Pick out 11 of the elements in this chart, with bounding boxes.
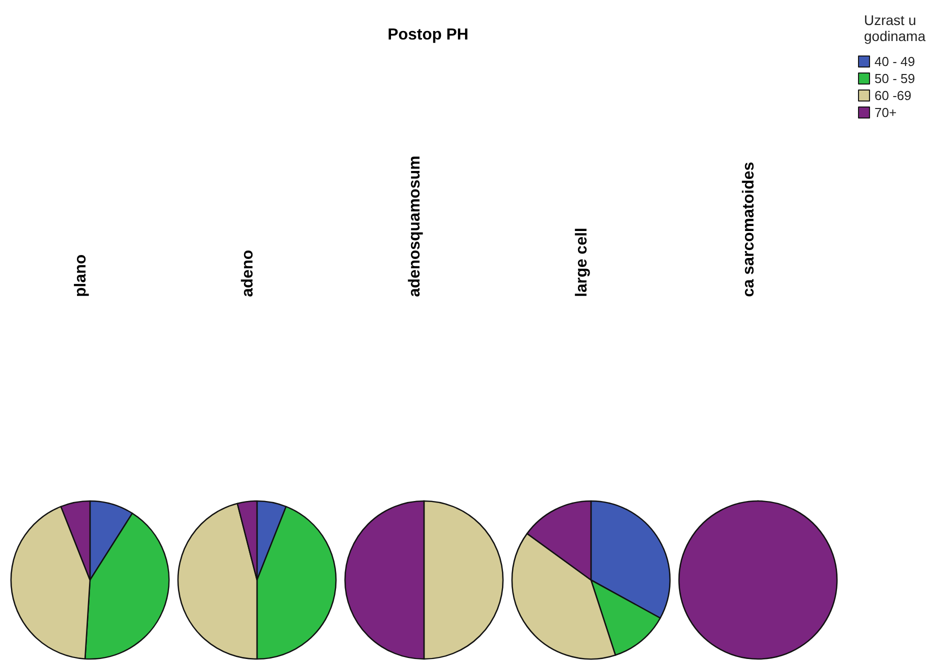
legend-label: 70+ [874,105,897,120]
slice-label: large cell [574,228,590,297]
legend-title: Uzrast u godinama [864,12,926,44]
slice-label: adenosquamosum [406,156,424,297]
slice-label: plano [72,254,90,297]
legend-label: 50 - 59 [874,71,916,86]
slice-label: adeno [240,250,256,297]
legend-label: 60 -69 [874,88,912,103]
chart-title: Postop PH [388,26,468,44]
legend-label: 40 - 49 [874,54,916,69]
slice-label: ca sarcomatoides [740,162,758,297]
